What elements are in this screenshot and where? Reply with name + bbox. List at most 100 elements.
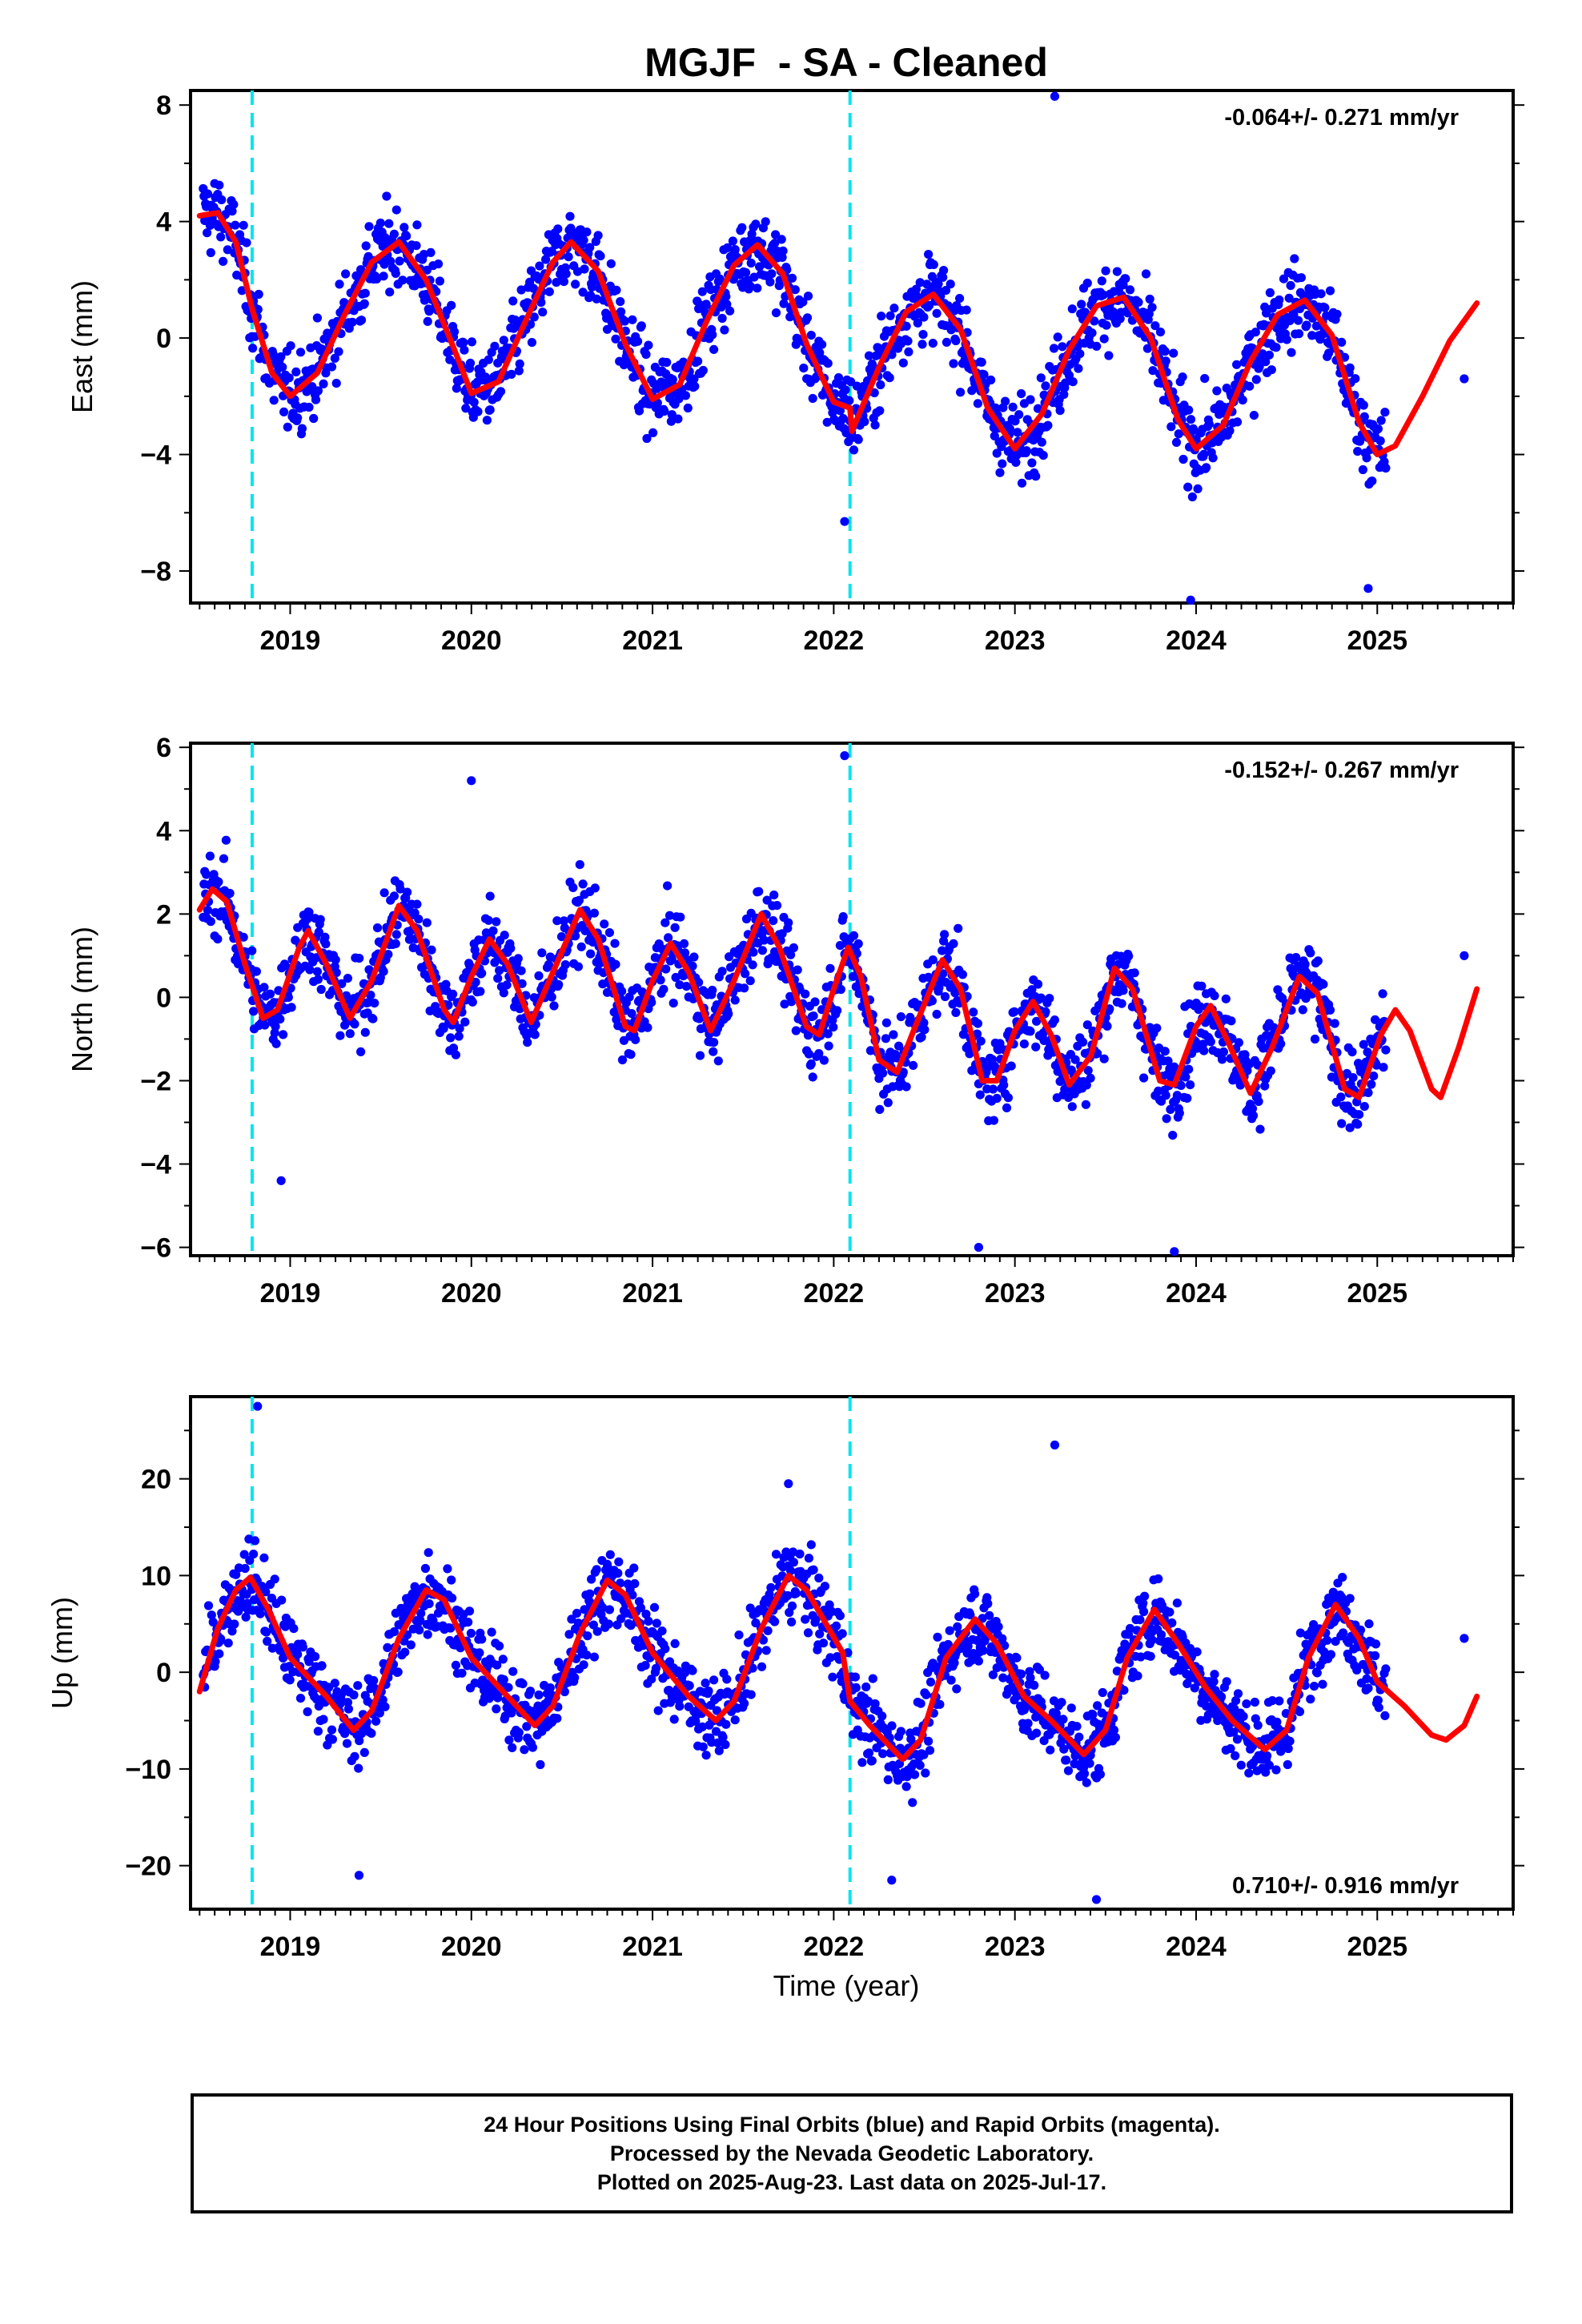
data-point bbox=[513, 954, 523, 963]
data-point bbox=[587, 1574, 596, 1584]
data-point bbox=[950, 1658, 959, 1668]
data-point bbox=[1197, 981, 1207, 991]
data-point bbox=[925, 1746, 935, 1755]
data-point bbox=[1358, 464, 1367, 475]
x-tick-label: 2019 bbox=[260, 1932, 321, 1962]
data-point bbox=[1058, 342, 1067, 352]
data-point bbox=[1037, 437, 1046, 447]
data-point-outlier bbox=[840, 751, 849, 761]
data-point bbox=[379, 888, 389, 898]
data-point bbox=[241, 1612, 251, 1622]
data-point bbox=[1102, 1021, 1112, 1031]
data-point bbox=[207, 1610, 216, 1620]
data-point bbox=[850, 1672, 860, 1682]
data-point bbox=[487, 1627, 496, 1637]
data-point bbox=[748, 1663, 757, 1673]
data-point bbox=[634, 406, 644, 416]
data-point bbox=[1265, 287, 1275, 298]
data-point bbox=[765, 1590, 774, 1599]
data-point bbox=[1294, 329, 1304, 339]
data-point bbox=[1079, 1769, 1090, 1779]
data-point bbox=[798, 297, 808, 307]
data-point bbox=[1232, 1735, 1243, 1744]
data-point bbox=[995, 468, 1005, 477]
data-point bbox=[1375, 436, 1385, 446]
data-point bbox=[304, 402, 314, 412]
data-point bbox=[391, 205, 401, 215]
data-point bbox=[721, 1719, 731, 1729]
data-point bbox=[379, 271, 388, 281]
data-point bbox=[1098, 290, 1108, 300]
data-point bbox=[495, 966, 504, 975]
data-point bbox=[571, 931, 580, 941]
data-point bbox=[485, 891, 495, 901]
data-point bbox=[870, 1699, 880, 1709]
data-point bbox=[384, 219, 394, 228]
data-point bbox=[864, 1748, 874, 1758]
x-tick-label: 2021 bbox=[622, 1932, 683, 1962]
data-point bbox=[1139, 1073, 1149, 1083]
data-point bbox=[770, 239, 780, 248]
data-point bbox=[330, 1679, 339, 1688]
data-point bbox=[203, 906, 213, 915]
data-point bbox=[412, 241, 421, 251]
y-tick-label: 8 bbox=[156, 90, 171, 121]
data-point bbox=[652, 1618, 661, 1628]
data-point bbox=[998, 459, 1007, 468]
data-point bbox=[517, 979, 527, 988]
data-point bbox=[708, 985, 717, 995]
data-point bbox=[1298, 1005, 1307, 1015]
data-point bbox=[1053, 332, 1062, 342]
data-point bbox=[1147, 1635, 1157, 1645]
data-point bbox=[610, 939, 620, 948]
data-point bbox=[275, 1015, 285, 1024]
data-point bbox=[414, 915, 424, 924]
data-point bbox=[403, 887, 412, 897]
data-point bbox=[853, 435, 863, 444]
data-point bbox=[1351, 374, 1360, 384]
data-point bbox=[529, 312, 539, 322]
data-point bbox=[824, 1041, 833, 1051]
data-point bbox=[227, 207, 237, 216]
data-point bbox=[1258, 349, 1267, 359]
data-point bbox=[811, 1614, 821, 1624]
data-point bbox=[565, 211, 575, 221]
data-point bbox=[1155, 328, 1166, 337]
data-point bbox=[761, 217, 770, 227]
data-points bbox=[199, 91, 1469, 605]
data-point bbox=[1210, 991, 1219, 1000]
data-point bbox=[508, 296, 518, 306]
data-point bbox=[978, 1646, 988, 1655]
data-point bbox=[1125, 1623, 1135, 1634]
data-point bbox=[1030, 1680, 1039, 1690]
data-point bbox=[1248, 1111, 1259, 1120]
data-point bbox=[1125, 285, 1135, 295]
data-point bbox=[975, 1090, 985, 1100]
data-point bbox=[998, 1673, 1008, 1683]
data-point bbox=[592, 294, 601, 304]
data-point bbox=[1008, 402, 1018, 412]
data-point bbox=[864, 351, 874, 360]
data-point bbox=[304, 907, 314, 917]
data-point bbox=[277, 1595, 287, 1605]
data-point bbox=[1212, 386, 1222, 396]
data-point bbox=[994, 1622, 1003, 1631]
data-point bbox=[547, 247, 556, 256]
data-point bbox=[1263, 1751, 1272, 1761]
data-point bbox=[1013, 428, 1022, 437]
data-point bbox=[214, 877, 223, 887]
data-point bbox=[822, 417, 832, 427]
data-point bbox=[427, 945, 436, 955]
data-point bbox=[784, 918, 793, 927]
data-point bbox=[647, 998, 656, 1007]
data-point bbox=[423, 316, 432, 326]
panel-up: 2019 2020 2021 2022 2023 2024 2025−20−1001020U… bbox=[46, 1395, 1524, 1962]
chart-title: MGJF - SA - Cleaned bbox=[644, 40, 1048, 85]
data-point bbox=[1355, 1110, 1364, 1120]
data-point bbox=[1337, 1119, 1347, 1128]
data-point bbox=[1074, 364, 1083, 373]
data-point bbox=[885, 373, 894, 383]
data-point bbox=[1139, 1606, 1149, 1617]
data-point bbox=[955, 294, 965, 304]
data-point bbox=[690, 381, 700, 391]
